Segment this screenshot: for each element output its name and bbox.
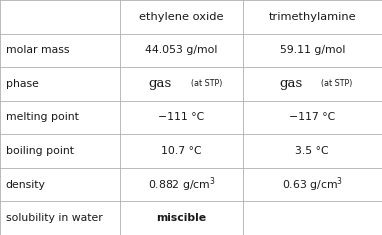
Text: 0.882 g/cm$^{3}$: 0.882 g/cm$^{3}$ (147, 175, 215, 194)
Text: boiling point: boiling point (6, 146, 74, 156)
Text: miscible: miscible (156, 213, 207, 223)
Text: 10.7 °C: 10.7 °C (161, 146, 202, 156)
Text: 0.63 g/cm$^{3}$: 0.63 g/cm$^{3}$ (282, 175, 343, 194)
Text: melting point: melting point (6, 113, 79, 122)
Text: (at STP): (at STP) (191, 79, 222, 88)
Text: −111 °C: −111 °C (158, 113, 205, 122)
Text: 44.053 g/mol: 44.053 g/mol (145, 45, 218, 55)
Text: ethylene oxide: ethylene oxide (139, 12, 224, 22)
Text: gas: gas (280, 77, 303, 90)
Text: molar mass: molar mass (6, 45, 69, 55)
Text: solubility in water: solubility in water (6, 213, 102, 223)
Text: (at STP): (at STP) (321, 79, 353, 88)
Text: gas: gas (149, 77, 172, 90)
Text: 3.5 °C: 3.5 °C (295, 146, 329, 156)
Text: trimethylamine: trimethylamine (269, 12, 356, 22)
Text: −117 °C: −117 °C (289, 113, 335, 122)
Text: phase: phase (6, 79, 39, 89)
Text: density: density (6, 180, 45, 190)
Text: 59.11 g/mol: 59.11 g/mol (280, 45, 345, 55)
